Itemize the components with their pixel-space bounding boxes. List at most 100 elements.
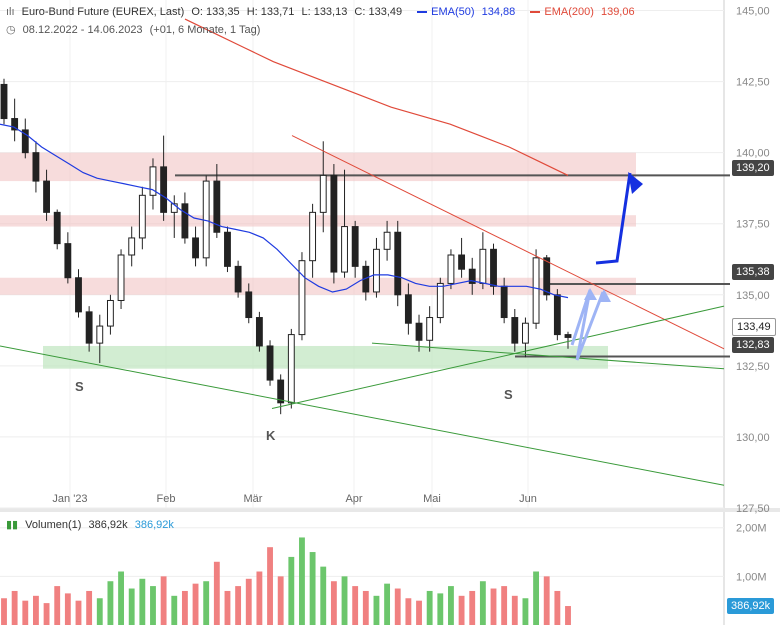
candle-body [479,248,487,284]
volume-value-2: 386,92k [134,519,174,531]
volume-bar [352,586,359,625]
close-value: C: 133,49 [354,6,403,18]
candle-body [468,268,476,284]
candlestick-icon: ılı [6,6,15,18]
volume-bar [309,552,316,625]
volume-bar [533,571,540,625]
candle-body [181,203,189,239]
resistance-zone [0,215,636,227]
volume-bar [469,590,476,625]
volume-bar [458,595,465,625]
candle-body [404,294,412,324]
volume-bar [203,581,210,625]
arrowhead [628,172,643,194]
ema50-label: EMA(50) [431,6,475,18]
volume-bar [54,586,61,625]
ema50-swatch [417,11,428,14]
y-tick-label: 132,50 [736,361,770,373]
volume-bar [565,606,571,625]
candle-body [383,231,391,250]
support-zone [43,345,608,369]
y-tick-label: 135,00 [736,290,770,302]
candle-body [75,277,82,313]
candle-body [309,211,317,262]
candle-body [266,345,274,381]
candle-body [213,180,221,233]
volume-bar [11,590,18,625]
volume-bar [522,598,529,625]
price-header: ılı Euro-Bund Future (EUREX, Last) O: 13… [6,6,639,18]
volume-bar [224,590,231,625]
arrowhead [598,289,611,302]
ema50-value: 134,88 [481,6,516,18]
candle-body [458,254,466,270]
candle-body [202,180,210,259]
volume-bar [490,588,497,625]
volume-bar [405,598,412,625]
descending-resistance-trendline [291,135,725,350]
volume-bar [267,547,273,625]
volume-tick-label: 1,00M [736,571,767,583]
candle-body [234,265,242,293]
x-tick-label: Jan '23 [52,493,87,505]
candle-body [149,166,157,196]
volume-label: Volumen(1) [25,519,82,531]
candle-body [96,325,104,344]
volume-bar [160,576,167,625]
level-tag-139-20: 139,20 [732,160,774,176]
range-header: ◷ 08.12.2022 - 14.06.2023 (+01, 6 Monate… [6,23,264,36]
bullish-projection-arrow [595,172,632,265]
ema50-line [0,123,569,299]
candle-body [160,166,168,213]
volume-bar [479,581,486,625]
volume-bar [501,586,508,625]
volume-bar [416,600,422,625]
range-note: (+01, 6 Monate, 1 Tag) [149,24,261,36]
x-tick-label: Jun [519,493,537,505]
candle-body [447,254,455,284]
volume-bar [330,581,337,625]
candle-body [511,317,519,344]
volume-bar [118,571,124,625]
volume-bar [373,595,380,625]
y-tick-label: 137,50 [736,219,770,231]
x-tick-label: Feb [157,493,176,505]
x-tick-label: Mär [244,493,263,505]
volume-bar [299,537,305,625]
volume-last-tag: 386,92k [727,598,775,614]
open-value: O: 133,35 [191,6,240,18]
candle-body [11,118,19,131]
volume-tick-label: 2,00M [736,523,767,535]
candle-body [64,243,72,279]
panel-separator [0,508,780,512]
candle-body [522,322,529,344]
volume-bar [1,598,7,625]
high-value: H: 133,71 [246,6,295,18]
volume-bar [96,598,103,625]
candle-body [394,231,402,296]
x-tick-label: Mai [423,493,441,505]
candle-body [0,83,8,120]
candle-body [117,254,125,301]
volume-bar [288,556,295,625]
annotation-right-shoulder: S [504,387,513,402]
candle-body [32,152,40,182]
ema200-value: 139,06 [600,6,635,18]
candle-body [138,194,146,239]
candle-body [43,180,50,213]
candle-body [287,334,295,404]
volume-bar [213,561,220,625]
volume-bar [43,603,50,625]
volume-bar [86,590,93,625]
y-tick-label: 140,00 [736,148,770,160]
volume-bar [362,590,369,625]
volume-bar [235,586,242,625]
candle-body [255,317,263,347]
y-tick-label: 130,00 [736,432,770,444]
candle-body [373,248,380,293]
pullback-projection-arrow [570,289,605,361]
annotation-left-shoulder: S [75,379,84,394]
volume-bar [448,586,454,625]
volume-bar [171,595,178,625]
